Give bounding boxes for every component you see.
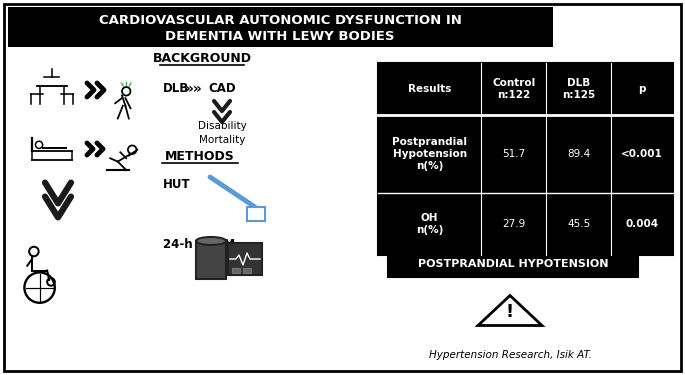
Text: OH
n(%): OH n(%) — [416, 213, 443, 235]
Text: !: ! — [506, 303, 514, 321]
Text: 45.5: 45.5 — [567, 219, 590, 229]
Text: CARDIOVASCULAR AUTONOMIC DYSFUNCTION IN: CARDIOVASCULAR AUTONOMIC DYSFUNCTION IN — [99, 13, 462, 27]
FancyBboxPatch shape — [247, 207, 265, 221]
Text: Postprandial
Hypotension
n(%): Postprandial Hypotension n(%) — [392, 136, 467, 171]
Text: METHODS: METHODS — [165, 150, 235, 164]
FancyBboxPatch shape — [196, 241, 226, 279]
Text: Hypertension Research, Isik AT.: Hypertension Research, Isik AT. — [429, 350, 591, 360]
Polygon shape — [478, 296, 542, 326]
Text: 89.4: 89.4 — [567, 149, 590, 159]
Text: DLB
n:125: DLB n:125 — [562, 78, 595, 100]
Text: DEMENTIA WITH LEWY BODIES: DEMENTIA WITH LEWY BODIES — [165, 30, 395, 42]
Text: Control
n:122: Control n:122 — [492, 78, 535, 100]
FancyBboxPatch shape — [232, 268, 240, 273]
Text: 27.9: 27.9 — [502, 219, 525, 229]
Text: 0.004: 0.004 — [625, 219, 658, 229]
Text: DLB: DLB — [163, 82, 189, 96]
FancyBboxPatch shape — [228, 243, 262, 275]
Text: BACKGROUND: BACKGROUND — [153, 53, 251, 66]
Text: p: p — [638, 84, 646, 94]
Text: Results: Results — [408, 84, 451, 94]
Text: »»: »» — [185, 82, 203, 96]
FancyBboxPatch shape — [243, 268, 251, 273]
FancyBboxPatch shape — [388, 251, 638, 277]
Text: CAD: CAD — [208, 82, 236, 96]
FancyBboxPatch shape — [378, 63, 673, 255]
Text: HUT: HUT — [163, 178, 190, 192]
Text: 51.7: 51.7 — [502, 149, 525, 159]
Ellipse shape — [196, 237, 226, 245]
FancyBboxPatch shape — [8, 7, 553, 47]
Text: <0.001: <0.001 — [621, 149, 663, 159]
Text: POSTPRANDIAL HYPOTENSION: POSTPRANDIAL HYPOTENSION — [418, 259, 608, 269]
Text: 24-h ABPM: 24-h ABPM — [163, 238, 235, 252]
Text: Disability
Mortality: Disability Mortality — [198, 122, 247, 145]
